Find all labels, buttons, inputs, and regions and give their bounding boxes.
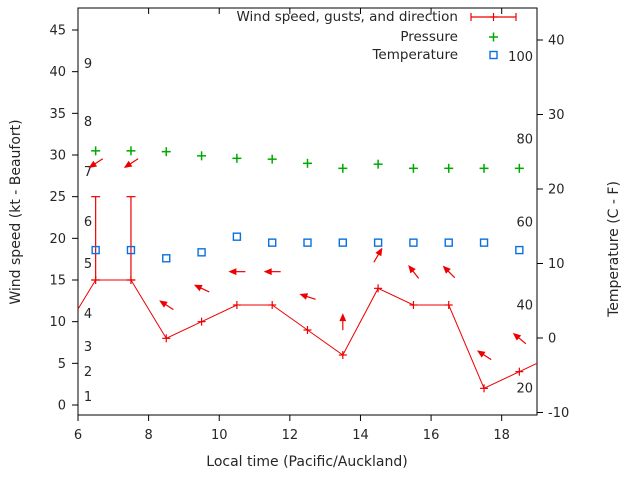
x-axis-label: Local time (Pacific/Auckland) [206, 454, 407, 470]
y-tick-label: 0 [58, 399, 66, 414]
x-tick-label: 12 [282, 428, 299, 443]
wind-arrow-head [159, 300, 168, 308]
fahrenheit-label: 80 [516, 133, 533, 148]
x-tick-label: 18 [493, 428, 510, 443]
x-tick-label: 14 [352, 428, 369, 443]
fahrenheit-label: 100 [508, 50, 533, 65]
beaufort-label: 5 [84, 257, 92, 272]
wind-arrow-head [193, 284, 203, 292]
temperature-point-marker [126, 245, 136, 255]
y-axis-label: Wind speed (kt - Beaufort) [8, 119, 24, 304]
wind-arrow-head [512, 332, 522, 341]
beaufort-label: 8 [84, 115, 92, 130]
temperature-point-marker [444, 238, 453, 247]
temperature-point-marker [232, 232, 242, 241]
y-tick-label: 35 [49, 107, 66, 122]
x-tick-label: 16 [423, 428, 440, 443]
temperature-point-marker [515, 245, 524, 255]
plot-border [77, 7, 538, 416]
x-tick-label: 10 [211, 428, 228, 443]
x-tick-label: 8 [144, 428, 152, 443]
y2-tick-label: 30 [548, 108, 565, 123]
y2-tick-label: 0 [548, 332, 556, 347]
beaufort-label: 1 [84, 390, 92, 405]
legend-label-pressure: Pressure [400, 29, 458, 45]
y-tick-label: 40 [49, 65, 66, 80]
legend-label-wind: Wind speed, gusts, and direction [236, 9, 458, 25]
y-tick-label: 15 [49, 274, 66, 289]
fahrenheit-label: 20 [516, 381, 533, 396]
wind-arrow-head [123, 160, 133, 168]
temperature-point-marker [303, 238, 312, 247]
beaufort-label: 9 [84, 57, 92, 72]
temperature-point-marker [338, 238, 348, 247]
y-tick-label: 10 [49, 315, 66, 330]
wind-arrow-head [476, 350, 486, 358]
plot-generated-layer: 6 8 10 12 14 16 18051015202530354045-100102030… [49, 7, 569, 443]
y2-axis-label: Temperature (C - F) [606, 181, 622, 318]
wind-arrow-head [263, 268, 272, 276]
beaufort-label: 4 [84, 307, 92, 322]
y-tick-label: 30 [49, 149, 66, 164]
temperature-point-marker [267, 238, 277, 247]
beaufort-label: 3 [84, 340, 92, 355]
temperature-point-marker [162, 254, 171, 263]
beaufort-label: 2 [84, 365, 92, 380]
temperature-point-marker [479, 238, 489, 247]
legend-label-temperature: Temperature [372, 47, 458, 63]
wind-arrow-head [88, 160, 98, 168]
wind-arrow-head [375, 247, 383, 257]
fahrenheit-label: 60 [516, 215, 533, 230]
temperature-point-marker [91, 245, 100, 255]
wind-arrow-head [442, 265, 451, 274]
beaufort-label: 6 [84, 215, 92, 230]
y2-tick-label: 20 [548, 183, 565, 198]
temperature-point-marker [197, 248, 206, 257]
wind-arrow-head [228, 268, 237, 276]
wind-arrow-head [299, 293, 309, 300]
wind-arrow-head [339, 313, 347, 322]
wind-arrow-head [408, 264, 416, 274]
y2-tick-label: -10 [548, 406, 569, 421]
beaufort-label: 7 [84, 165, 92, 180]
y-tick-label: 5 [58, 357, 66, 372]
x-tick-label: 6 [74, 428, 82, 443]
y-tick-label: 45 [49, 24, 66, 39]
temperature-point-marker [373, 238, 383, 247]
y2-tick-label: 10 [548, 257, 565, 272]
y-tick-label: 20 [49, 232, 66, 247]
fahrenheit-label: 40 [516, 299, 533, 314]
y2-tick-label: 40 [548, 34, 565, 49]
y-tick-label: 25 [49, 190, 66, 205]
legend-temperature-sample-marker [489, 50, 498, 60]
temperature-point-marker [409, 238, 418, 247]
